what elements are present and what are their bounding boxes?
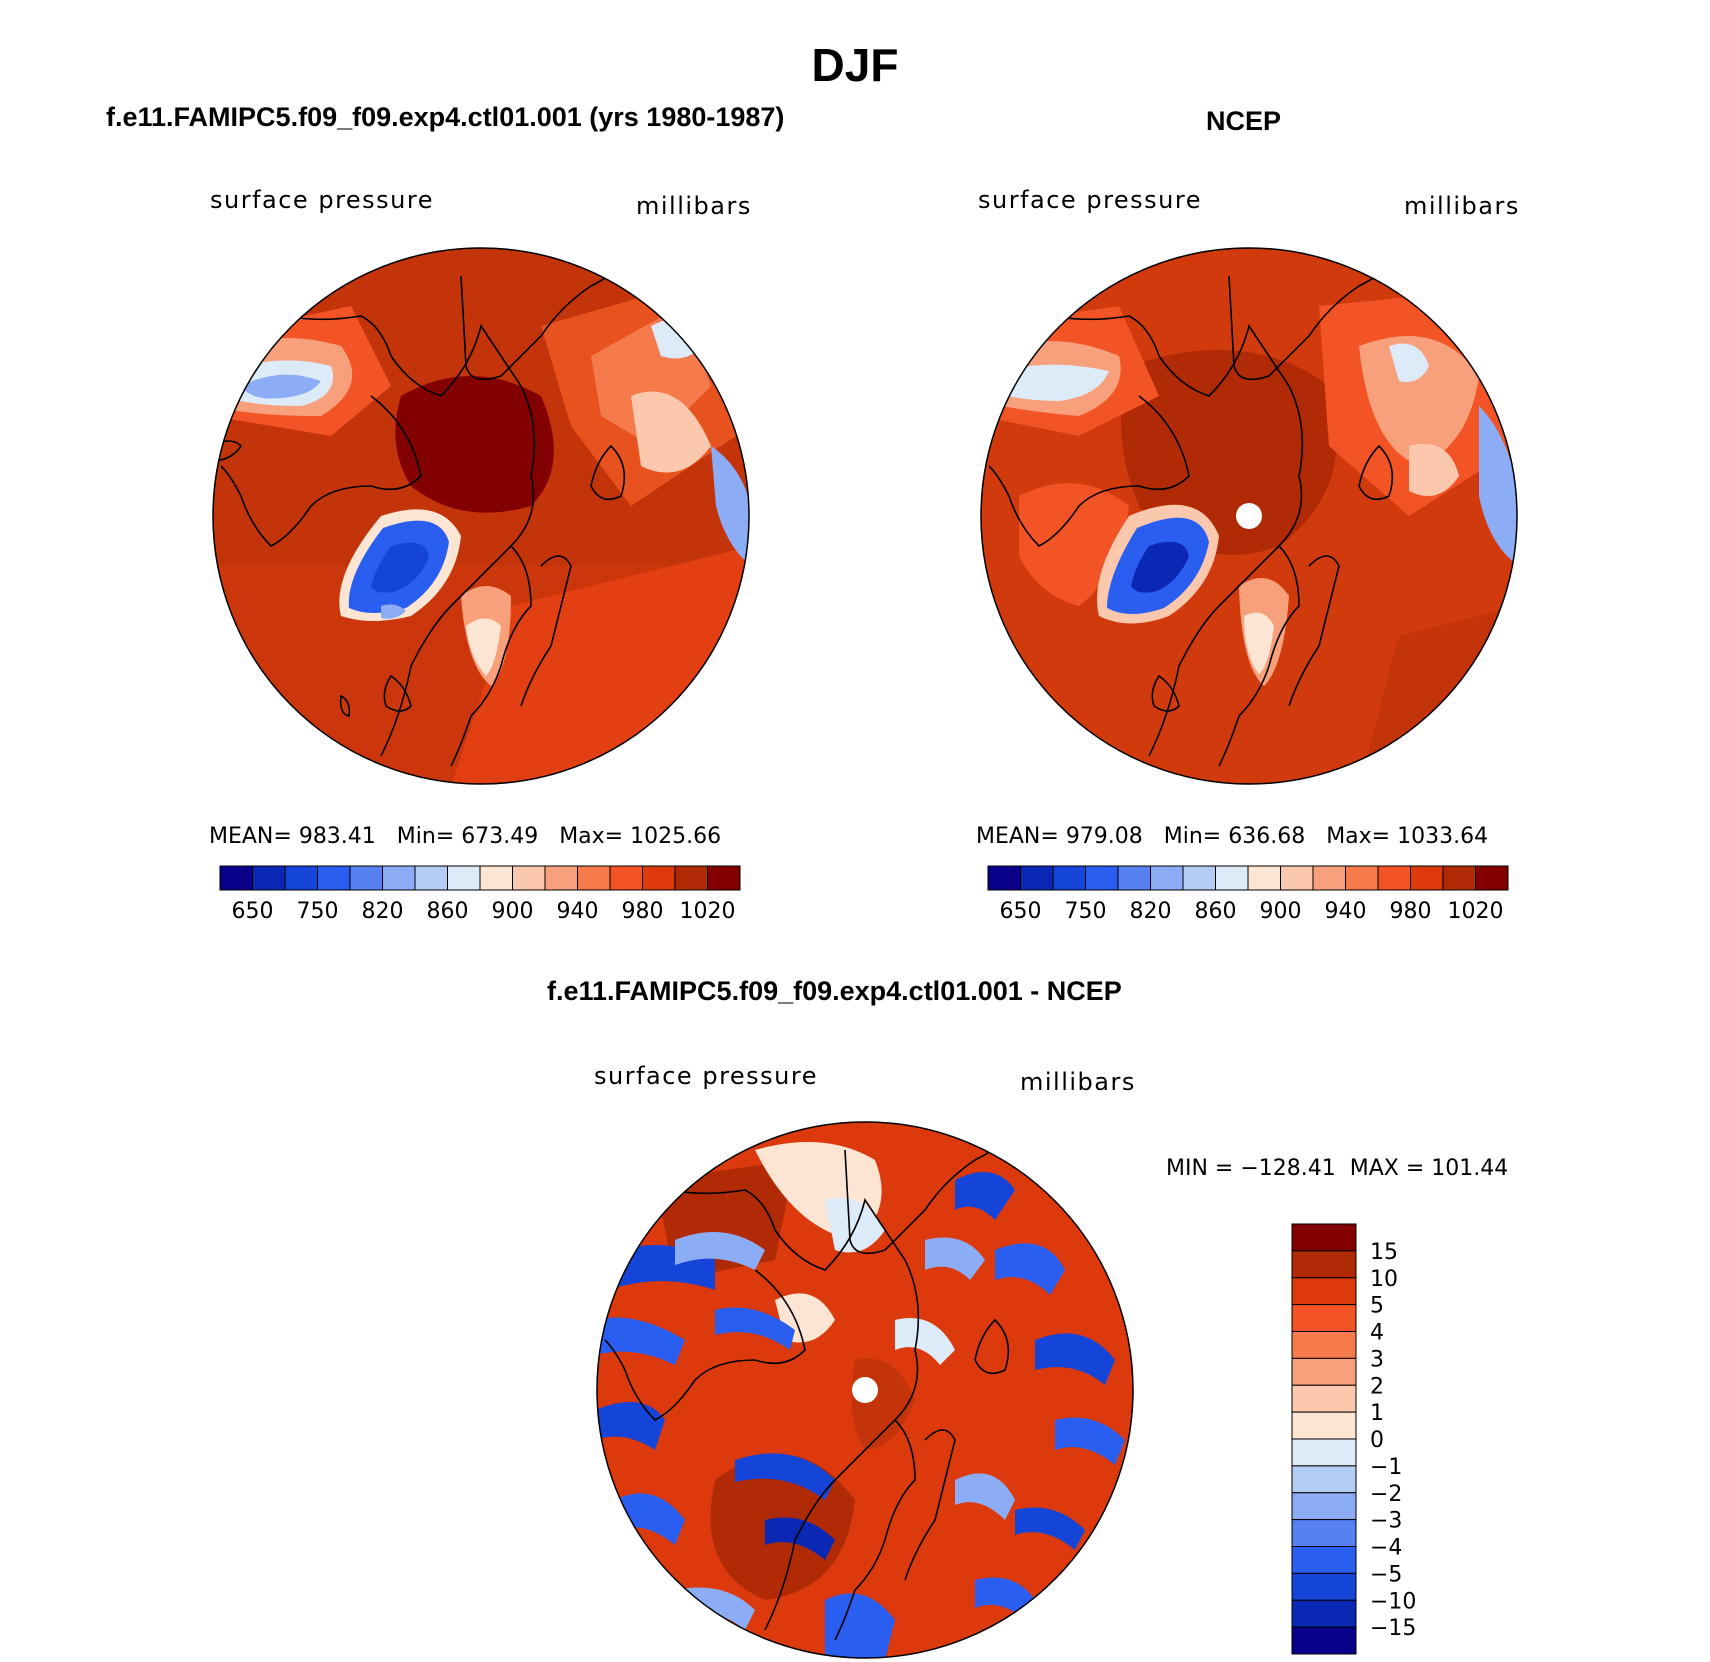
panel-3-colorbar-swatch [1292, 1439, 1356, 1466]
panel-2-colorbar-swatch [1021, 866, 1054, 890]
panel-3-colorbar-swatch [1292, 1573, 1356, 1600]
panel-2-colorbar-tick-label: 750 [1065, 899, 1107, 924]
panel-3-polar-map [595, 1120, 1135, 1660]
panel-1-colorbar-tick-label: 650 [232, 899, 274, 924]
panel-2-colorbar-swatch [1476, 866, 1509, 890]
panel-2-colorbar-swatch [1118, 866, 1151, 890]
panel-1-colorbar-swatch [513, 866, 546, 890]
panel-2-colorbar-tick-label: 940 [1325, 899, 1367, 924]
panel-3-variable-label: surface pressure [594, 1062, 818, 1090]
panel-3-colorbar-tick-label: 4 [1370, 1321, 1384, 1346]
panel-1-colorbar-swatch [383, 866, 416, 890]
panel-2-colorbar-swatch [988, 866, 1021, 890]
panel-1-colorbar-tick-label: 820 [362, 899, 404, 924]
panel-2-colorbar-swatch [1248, 866, 1281, 890]
panel-3-colorbar-tick-label: −15 [1370, 1616, 1416, 1641]
panel-3-colorbar-swatch [1292, 1627, 1356, 1654]
panel-3-colorbar-tick-label: 15 [1370, 1240, 1398, 1265]
panel-2-colorbar-swatch [1086, 866, 1119, 890]
panel-2-title: NCEP [1206, 106, 1281, 137]
panel-3-colorbar-swatch [1292, 1412, 1356, 1439]
panel-1-units-label: millibars [636, 192, 752, 220]
panel-1-colorbar-swatch [318, 866, 351, 890]
panel-3-colorbar-swatch [1292, 1547, 1356, 1574]
panel-1-colorbar-swatch [545, 866, 578, 890]
panel-1-colorbar-swatch [643, 866, 676, 890]
panel-3-colorbar-tick-label: −10 [1370, 1589, 1416, 1614]
panel-1-colorbar-swatch [350, 866, 383, 890]
panel-3-colorbar-tick-label: −1 [1370, 1455, 1402, 1480]
panel-2-units-label: millibars [1404, 192, 1520, 220]
panel-1-colorbar-swatch [708, 866, 741, 890]
panel-3-colorbar-tick-label: 2 [1370, 1374, 1384, 1399]
panel-1-colorbar-swatch [415, 866, 448, 890]
panel-3-colorbar-swatch [1292, 1600, 1356, 1627]
panel-3-colorbar-tick-label: −2 [1370, 1482, 1402, 1507]
panel-2-colorbar-swatch [1216, 866, 1249, 890]
figure-title: DJF [0, 38, 1710, 92]
panel-3-title: f.e11.FAMIPC5.f09_f09.exp4.ctl01.001 - N… [547, 976, 1122, 1007]
panel-3-colorbar-swatch [1292, 1224, 1356, 1251]
panel-1-colorbar-swatch [480, 866, 513, 890]
panel-3-colorbar-swatch [1292, 1466, 1356, 1493]
panel-3-colorbar-swatch [1292, 1278, 1356, 1305]
panel-2-colorbar-tick-label: 900 [1260, 899, 1302, 924]
panel-1-colorbar-swatch [610, 866, 643, 890]
panel-3-colorbar-swatch [1292, 1251, 1356, 1278]
panel-3-stats: MIN = −128.41 MAX = 101.44 [1166, 1156, 1508, 1181]
panel-2-stats: MEAN= 979.08 Min= 636.68 Max= 1033.64 [976, 824, 1488, 849]
panel-2-colorbar-tick-label: 650 [1000, 899, 1042, 924]
panel-2-colorbar-swatch [1313, 866, 1346, 890]
panel-3-colorbar-tick-label: −5 [1370, 1562, 1402, 1587]
panel-3-colorbar-swatch [1292, 1332, 1356, 1359]
panel-2-colorbar-swatch [1183, 866, 1216, 890]
panel-2-colorbar-tick-label: 820 [1130, 899, 1172, 924]
panel-1-colorbar-swatch [220, 866, 253, 890]
panel-3-colorbar-swatch [1292, 1385, 1356, 1412]
panel-2-colorbar-swatch [1411, 866, 1444, 890]
panel-3-colorbar-swatch [1292, 1305, 1356, 1332]
panel-2-colorbar-swatch [1378, 866, 1411, 890]
panel-2-colorbar-swatch [1443, 866, 1476, 890]
panel-3-colorbar-tick-label: 10 [1370, 1267, 1398, 1292]
panel-3-units-label: millibars [1020, 1068, 1136, 1096]
panel-2-colorbar-tick-label: 980 [1390, 899, 1432, 924]
panel-2-colorbar-tick-label: 1020 [1448, 899, 1504, 924]
panel-3-colorbar-tick-label: 1 [1370, 1401, 1384, 1426]
panel-2-colorbar-tick-label: 860 [1195, 899, 1237, 924]
panel-2-colorbar-swatch [1151, 866, 1184, 890]
panel-3-colorbar-tick-label: 5 [1370, 1294, 1384, 1319]
panel-1-colorbar-swatch [578, 866, 611, 890]
panel-3-colorbar-tick-label: −3 [1370, 1509, 1402, 1534]
panel-1-colorbar-swatch [448, 866, 481, 890]
panel-1-colorbar: 650 750 820 860 900 940 980 1020 [210, 860, 770, 920]
panel-1-stats: MEAN= 983.41 Min= 673.49 Max= 1025.66 [209, 824, 721, 849]
panel-3-colorbar-tick-label: 3 [1370, 1347, 1384, 1372]
panel-1-colorbar-tick-label: 750 [297, 899, 339, 924]
panel-3-colorbar-swatch [1292, 1520, 1356, 1547]
panel-2-colorbar-swatch [1053, 866, 1086, 890]
panel-1-colorbar-swatch [253, 866, 286, 890]
panel-1-polar-map [211, 246, 751, 786]
panel-2-variable-label: surface pressure [978, 186, 1202, 214]
panel-3-colorbar-swatch [1292, 1493, 1356, 1520]
panel-1-colorbar-swatch [285, 866, 318, 890]
panel-2-colorbar-swatch [1281, 866, 1314, 890]
panel-3-colorbar-swatch [1292, 1358, 1356, 1385]
panel-3-colorbar-tick-label: −4 [1370, 1536, 1402, 1561]
panel-1-colorbar-tick-label: 1020 [680, 899, 736, 924]
panel-3-colorbar-tick-label: 0 [1370, 1428, 1384, 1453]
panel-1-colorbar-tick-label: 980 [622, 899, 664, 924]
panel-2-colorbar-swatch [1346, 866, 1379, 890]
panel-1-title: f.e11.FAMIPC5.f09_f09.exp4.ctl01.001 (yr… [106, 102, 784, 133]
panel-2-colorbar: 650 750 820 860 900 940 980 1020 [978, 860, 1538, 920]
panel-1-colorbar-tick-label: 860 [427, 899, 469, 924]
panel-2-polar-map [979, 246, 1519, 786]
panel-1-colorbar-tick-label: 940 [557, 899, 599, 924]
panel-1-colorbar-tick-label: 900 [492, 899, 534, 924]
panel-1-colorbar-swatch [675, 866, 708, 890]
panel-1-variable-label: surface pressure [210, 186, 434, 214]
